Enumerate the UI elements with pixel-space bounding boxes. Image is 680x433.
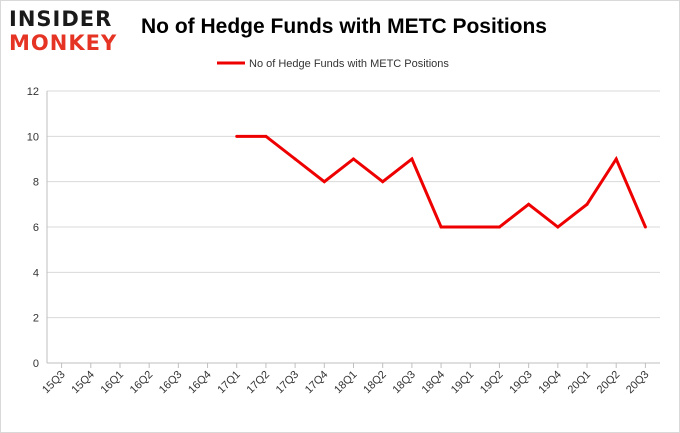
data-point-19Q3 (527, 202, 531, 206)
y-tick-label-10: 10 (27, 131, 39, 143)
x-tick-label-18Q1: 18Q1 (332, 369, 360, 397)
x-tick-label-15Q4: 15Q4 (69, 369, 97, 397)
x-tick-label-19Q4: 19Q4 (536, 369, 564, 397)
y-tick-label-8: 8 (33, 177, 39, 189)
data-point-18Q4 (439, 225, 443, 229)
data-point-17Q3 (293, 157, 297, 161)
data-point-20Q1 (585, 202, 589, 206)
x-tick-label-18Q4: 18Q4 (420, 369, 448, 397)
legend: No of Hedge Funds with METC Positions (217, 58, 449, 70)
data-point-18Q2 (381, 180, 385, 184)
x-tick-label-16Q3: 16Q3 (157, 369, 185, 397)
x-tick-label-17Q3: 17Q3 (274, 369, 302, 397)
x-tick-label-17Q1: 17Q1 (215, 369, 243, 397)
legend-label: No of Hedge Funds with METC Positions (249, 58, 449, 70)
x-tick-label-20Q3: 20Q3 (624, 369, 652, 397)
x-tick-label-16Q2: 16Q2 (128, 369, 156, 397)
y-tick-label-0: 0 (33, 358, 39, 370)
data-point-19Q2 (497, 225, 501, 229)
data-point-20Q3 (643, 225, 647, 229)
logo-line-monkey: MONKEY (9, 31, 118, 55)
logo-line-insider: INSIDER (9, 7, 113, 31)
data-point-19Q4 (556, 225, 560, 229)
x-tick-label-17Q2: 17Q2 (245, 369, 273, 397)
x-tick-label-19Q3: 19Q3 (507, 369, 535, 397)
x-tick-label-18Q2: 18Q2 (361, 369, 389, 397)
data-point-17Q1 (235, 134, 239, 138)
x-tick-label-20Q2: 20Q2 (595, 369, 623, 397)
insider-monkey-logo: INSIDER MONKEY (9, 7, 131, 57)
data-point-20Q2 (614, 157, 618, 161)
x-tick-label-16Q1: 16Q1 (99, 369, 127, 397)
data-point-18Q3 (410, 157, 414, 161)
data-point-17Q2 (264, 134, 268, 138)
chart-title: No of Hedge Funds with METC Positions (141, 15, 547, 38)
x-tick-label-18Q3: 18Q3 (390, 369, 418, 397)
x-tick-label-16Q4: 16Q4 (186, 369, 214, 397)
y-tick-label-2: 2 (33, 313, 39, 325)
y-tick-label-4: 4 (33, 267, 39, 279)
x-tick-label-17Q4: 17Q4 (303, 369, 331, 397)
x-tick-label-20Q1: 20Q1 (566, 369, 594, 397)
data-point-18Q1 (352, 157, 355, 161)
data-point-17Q4 (322, 180, 326, 184)
x-tick-label-19Q2: 19Q2 (478, 369, 506, 397)
x-tick-label-19Q1: 19Q1 (449, 369, 477, 397)
x-tick-label-15Q3: 15Q3 (40, 369, 68, 397)
data-point-19Q1 (468, 225, 472, 229)
y-tick-label-12: 12 (27, 86, 39, 98)
y-tick-label-6: 6 (33, 222, 39, 234)
